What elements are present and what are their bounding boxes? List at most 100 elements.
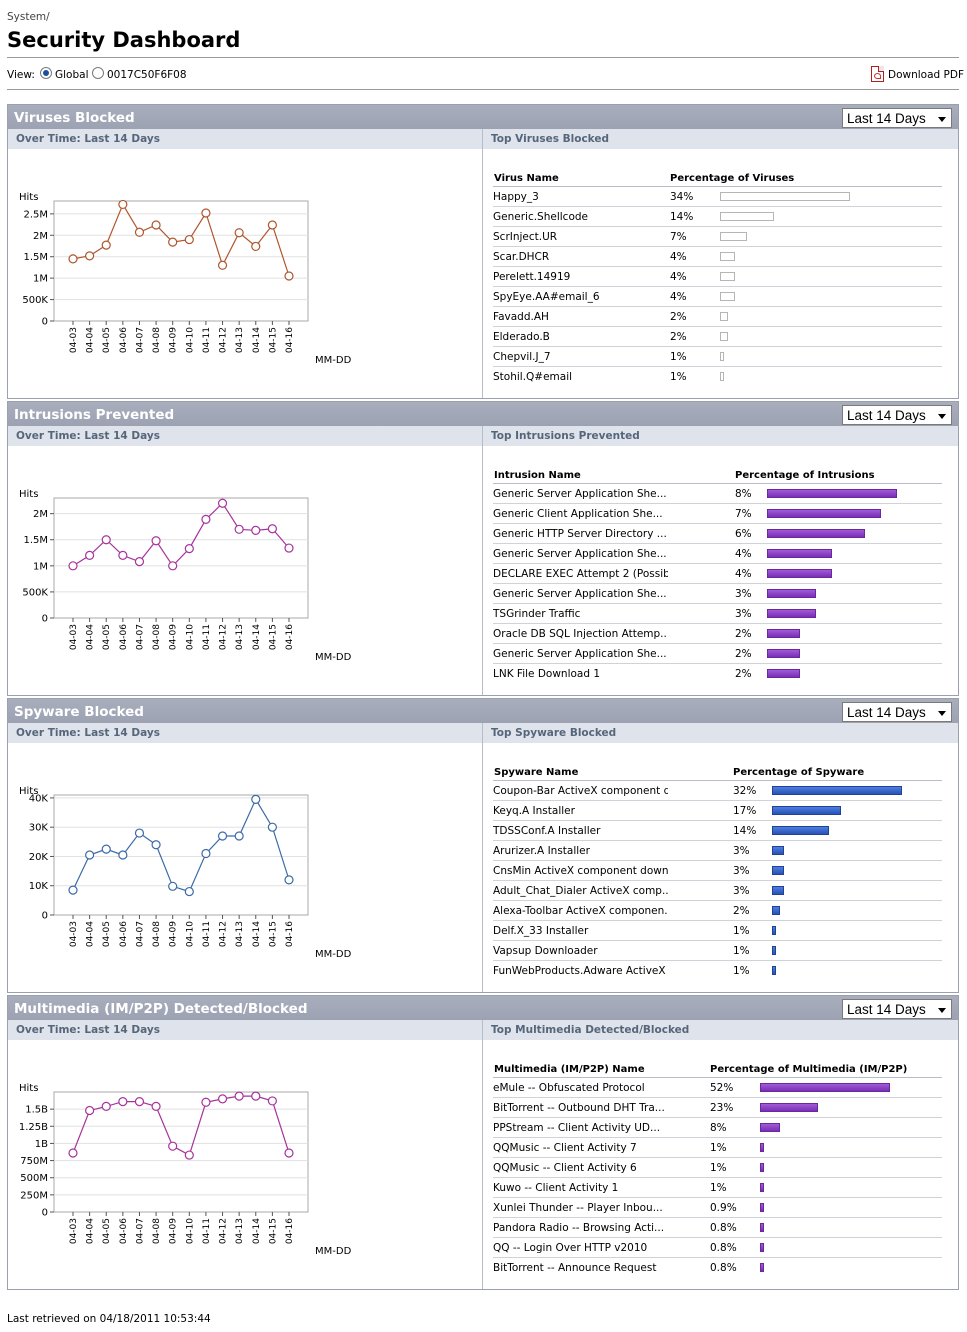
table-row[interactable]: FunWebProducts.Adware ActiveX ... 1% [493, 961, 942, 981]
table-row[interactable]: QQMusic -- Client Activity 7 1% [493, 1138, 942, 1158]
table-row[interactable]: DECLARE EXEC Attempt 2 (Possib... 4% [493, 564, 942, 584]
row-name: Xunlei Thunder -- Player Inbou... [493, 1202, 663, 1214]
breadcrumb[interactable]: System/ [7, 11, 50, 23]
table-row[interactable]: QQMusic -- Client Activity 6 1% [493, 1158, 942, 1178]
name-column-header: Virus Name [494, 173, 559, 184]
time-range-select[interactable]: Last 14 Days [842, 702, 952, 722]
table-row[interactable]: Happy_3 34% [493, 187, 942, 207]
percentage-bar [760, 1183, 764, 1192]
table-row[interactable]: Delf.X_33 Installer 1% [493, 921, 942, 941]
row-percentage: 2% [670, 311, 687, 323]
row-name: QQMusic -- Client Activity 7 [493, 1142, 637, 1154]
table-row[interactable]: Generic Server Application She... 3% [493, 584, 942, 604]
table-row[interactable]: TSGrinder Traffic 3% [493, 604, 942, 624]
x-tick-label: 04-14 [252, 624, 262, 650]
y-tick-label: 2.5M [23, 209, 48, 220]
table-row[interactable]: Oracle DB SQL Injection Attemp... 2% [493, 624, 942, 644]
row-percentage: 4% [670, 291, 687, 303]
data-point [85, 550, 95, 560]
table-row[interactable]: Generic Server Application She... 4% [493, 544, 942, 564]
data-point [85, 1105, 95, 1116]
x-tick-label: 04-03 [69, 1218, 79, 1244]
table-row[interactable]: TDSSConf.A Installer 14% [493, 821, 942, 841]
row-name: Generic Server Application She... [493, 488, 667, 500]
table-row[interactable]: Favadd.AH 2% [493, 307, 942, 327]
table-row[interactable]: eMule -- Obfuscated Protocol 52% [493, 1078, 942, 1098]
table-row[interactable]: Coupon-Bar ActiveX component d... 32% [493, 781, 942, 801]
x-axis-label: MM-DD [315, 355, 352, 366]
table-row[interactable]: QQ -- Login Over HTTP v2010 0.8% [493, 1238, 942, 1258]
table-row[interactable]: Stohil.Q#email 1% [493, 367, 942, 387]
x-tick-label: 04-07 [135, 1218, 145, 1244]
data-point [234, 831, 244, 841]
x-tick-label: 04-12 [219, 921, 229, 947]
data-point [201, 514, 211, 524]
row-name: eMule -- Obfuscated Protocol [493, 1082, 645, 1094]
time-range-select[interactable]: Last 14 Days [842, 405, 952, 425]
chevron-down-icon [938, 117, 946, 122]
table-row[interactable]: Perelett.14919 4% [493, 267, 942, 287]
percentage-bar [720, 292, 735, 301]
data-point [134, 227, 145, 237]
time-range-select[interactable]: Last 14 Days [842, 999, 952, 1019]
row-name: ScrInject.UR [493, 231, 558, 243]
table-row[interactable]: CnsMin ActiveX component downl... 3% [493, 861, 942, 881]
table-row[interactable]: ScrInject.UR 7% [493, 227, 942, 247]
table-row[interactable]: Chepvil.J_7 1% [493, 347, 942, 367]
y-tick-label: 1B [35, 1139, 48, 1150]
table-row[interactable]: Pandora Radio -- Browsing Acti... 0.8% [493, 1218, 942, 1238]
panel-title: Multimedia (IM/P2P) Detected/Blocked [14, 1001, 308, 1017]
global-radio[interactable] [40, 67, 52, 79]
data-point [201, 1097, 211, 1107]
table-row[interactable]: Vapsup Downloader 1% [493, 941, 942, 961]
top-list-header: Top Intrusions Prevented [483, 426, 958, 446]
table-row[interactable]: Generic Client Application She... 7% [493, 504, 942, 524]
table-row[interactable]: Alexa-Toolbar ActiveX componen... 2% [493, 901, 942, 921]
table-row[interactable]: Generic Server Application She... 8% [493, 484, 942, 504]
download-pdf-button[interactable]: Download PDF [871, 66, 964, 82]
x-tick-label: 04-06 [119, 921, 129, 947]
table-row[interactable]: BitTorrent -- Outbound DHT Tra... 23% [493, 1098, 942, 1118]
time-range-select[interactable]: Last 14 Days [842, 108, 952, 128]
time-range-value: Last 14 Days [847, 408, 926, 423]
device-radio[interactable] [92, 67, 104, 79]
percentage-bar [720, 332, 728, 341]
data-point [134, 828, 145, 838]
percentage-bar [772, 886, 784, 895]
table-row[interactable]: SpyEye.AA#email_6 4% [493, 287, 942, 307]
table-row[interactable]: Keyq.A Installer 17% [493, 801, 942, 821]
table-row[interactable]: Generic.Shellcode 14% [493, 207, 942, 227]
line-chart: Hits 0 250M 500M 750M 1B 1.25B 1.5B 04-03 04-04 04… [19, 1083, 352, 1257]
percentage-bar [772, 946, 776, 955]
x-tick-label: 04-04 [86, 624, 96, 650]
over-time-header: Over Time: Last 14 Days [8, 1020, 482, 1040]
data-point [251, 1091, 261, 1101]
row-percentage: 23% [710, 1102, 734, 1114]
data-point [118, 1096, 128, 1107]
table-row[interactable]: Generic HTTP Server Directory ... 6% [493, 524, 942, 544]
table-row[interactable]: Scar.DHCR 4% [493, 247, 942, 267]
y-tick-label: 40K [29, 793, 49, 804]
data-point [118, 199, 128, 210]
global-radio-label[interactable]: Global [55, 69, 89, 81]
x-tick-label: 04-15 [268, 624, 278, 650]
table-row[interactable]: Xunlei Thunder -- Player Inbou... 0.9% [493, 1198, 942, 1218]
table-row[interactable]: LNK File Download 1 2% [493, 664, 942, 684]
device-radio-label[interactable]: 0017C50F6F08 [107, 69, 187, 81]
row-percentage: 1% [670, 351, 687, 363]
row-name: TDSSConf.A Installer [493, 825, 601, 837]
row-percentage: 0.8% [710, 1242, 737, 1254]
table-row[interactable]: Generic Server Application She... 2% [493, 644, 942, 664]
table-row[interactable]: Elderado.B 2% [493, 327, 942, 347]
top-list-label: Top Viruses Blocked [491, 133, 610, 145]
table-row[interactable]: Kuwo -- Client Activity 1 1% [493, 1178, 942, 1198]
table-row[interactable]: BitTorrent -- Announce Request 0.8% [493, 1258, 942, 1278]
table-row[interactable]: Adult_Chat_Dialer ActiveX comp... 3% [493, 881, 942, 901]
row-percentage: 3% [733, 845, 750, 857]
y-tick-label: 2M [33, 231, 48, 242]
table-row[interactable]: PPStream -- Client Activity UD... 8% [493, 1118, 942, 1138]
y-axis-label: Hits [19, 1083, 38, 1094]
row-name: Delf.X_33 Installer [493, 925, 589, 937]
row-name: Arurizer.A Installer [493, 845, 590, 857]
table-row[interactable]: Arurizer.A Installer 3% [493, 841, 942, 861]
